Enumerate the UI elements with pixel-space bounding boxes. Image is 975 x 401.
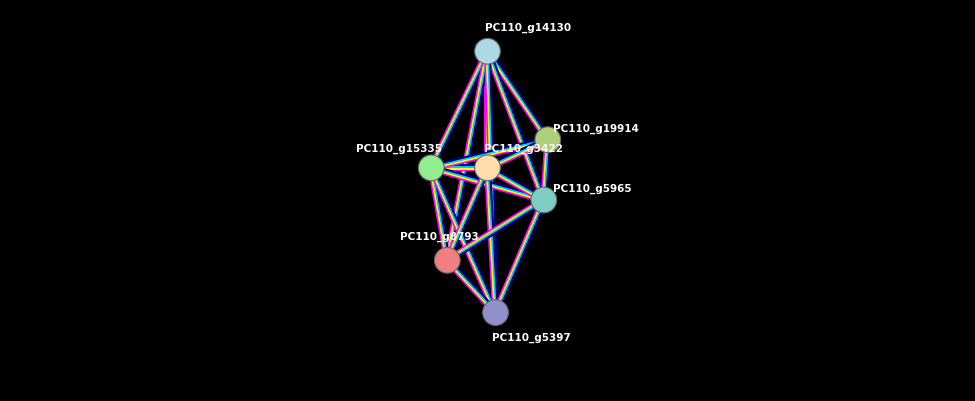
Text: PC110_g8793: PC110_g8793 (400, 231, 479, 242)
Circle shape (531, 188, 557, 213)
Text: PC110_g19914: PC110_g19914 (553, 123, 639, 134)
Text: PC110_g5397: PC110_g5397 (492, 332, 571, 342)
Circle shape (535, 128, 561, 153)
Circle shape (435, 248, 460, 273)
Circle shape (483, 300, 508, 326)
Circle shape (418, 156, 444, 181)
Circle shape (475, 156, 500, 181)
Text: PC110_g5965: PC110_g5965 (553, 183, 632, 194)
Text: PC110_g3422: PC110_g3422 (485, 143, 564, 154)
Text: PC110_g14130: PC110_g14130 (485, 23, 570, 33)
Circle shape (475, 39, 500, 65)
Text: PC110_g15335: PC110_g15335 (356, 143, 442, 154)
